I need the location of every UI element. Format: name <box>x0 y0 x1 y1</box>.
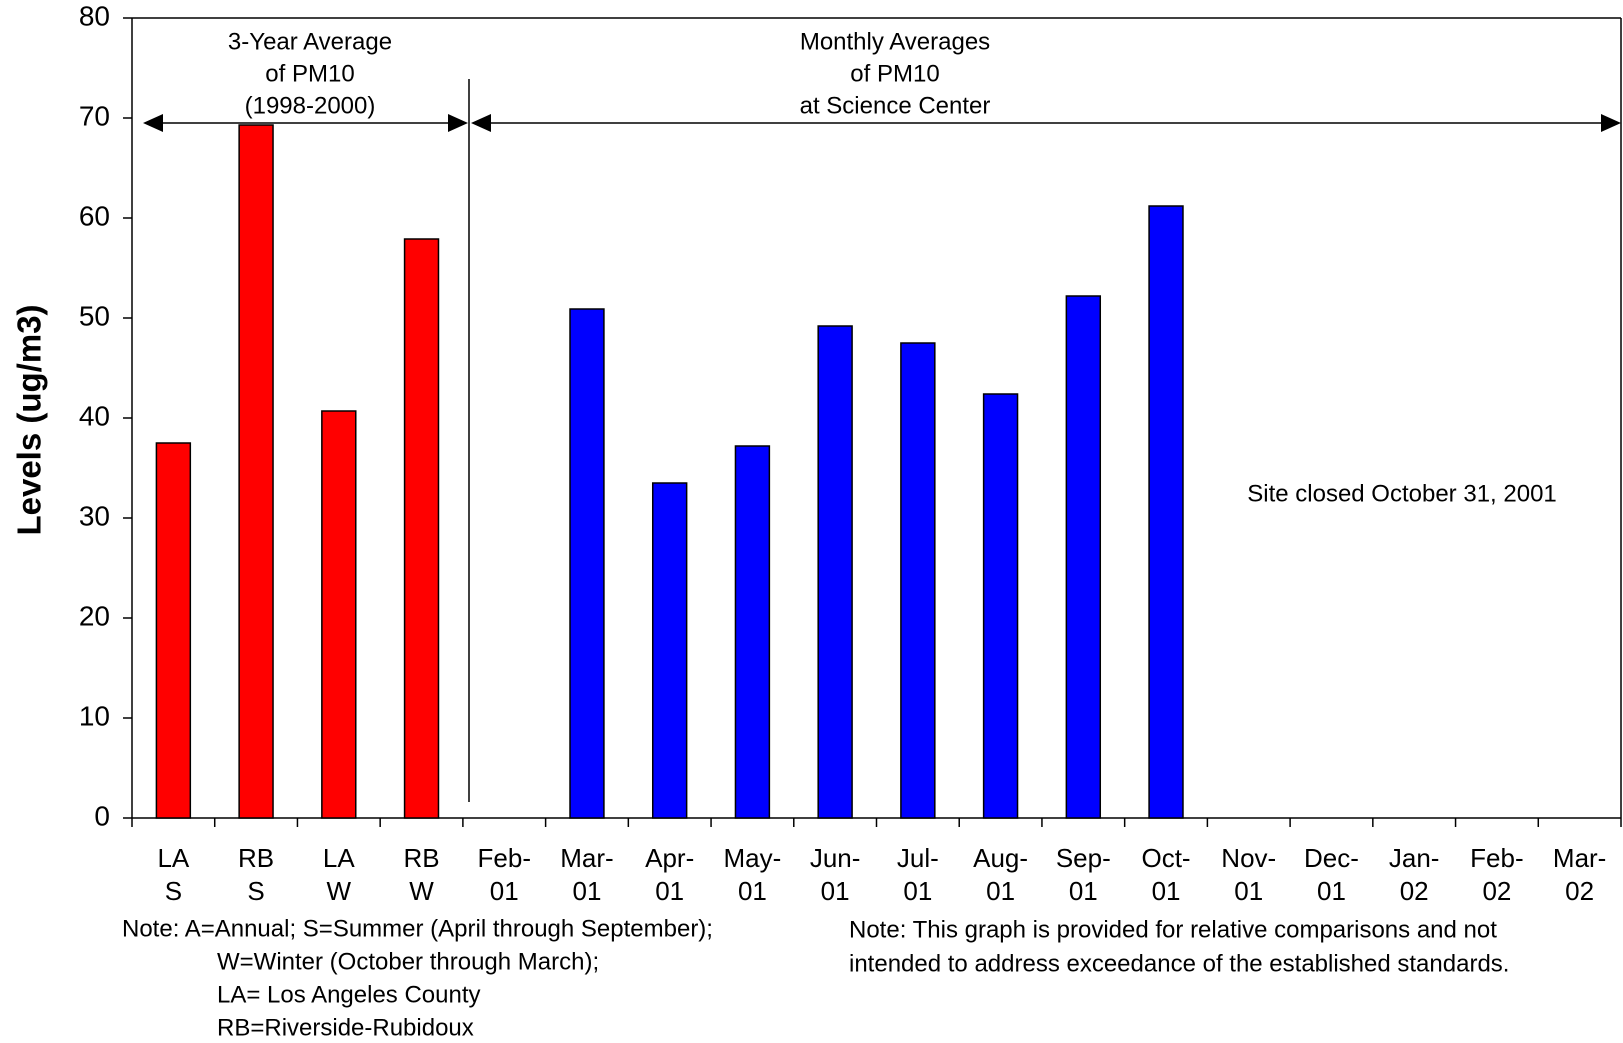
x-tick-label: 01 <box>903 876 932 906</box>
bar <box>238 124 274 819</box>
y-tick-label: 20 <box>79 600 110 631</box>
x-tick-label: 01 <box>986 876 1015 906</box>
note: LA= Los Angeles County <box>217 981 481 1008</box>
bar <box>1148 205 1184 819</box>
bar <box>321 410 357 819</box>
x-tick-label: 01 <box>1317 876 1346 906</box>
x-tick-label: 01 <box>1069 876 1098 906</box>
bar <box>734 445 771 819</box>
x-tick-label: Mar- <box>1553 843 1606 873</box>
x-tick-label: W <box>409 876 434 906</box>
annotation: Site closed October 31, 2001 <box>1247 480 1557 507</box>
x-tick-label: 01 <box>655 876 684 906</box>
x-tick-label: LA <box>323 843 355 873</box>
y-tick-label: 70 <box>79 100 110 131</box>
x-tick-label: RB <box>403 843 439 873</box>
x-tick-label: May- <box>724 843 782 873</box>
x-tick-label: Apr- <box>645 843 694 873</box>
x-tick-label: Sep- <box>1056 843 1111 873</box>
x-tick-label: 02 <box>1565 876 1594 906</box>
x-tick-label: S <box>165 876 182 906</box>
x-tick-label: 02 <box>1482 876 1511 906</box>
x-tick-label: W <box>327 876 352 906</box>
arrowhead <box>1601 114 1621 132</box>
bar <box>403 238 440 819</box>
arrowhead <box>143 114 163 132</box>
x-tick-label: Jul- <box>897 843 939 873</box>
y-tick-label: 0 <box>94 800 110 831</box>
x-tick-label: Oct- <box>1141 843 1190 873</box>
y-tick-label: 50 <box>79 300 110 331</box>
x-tick-label: Jan- <box>1389 843 1440 873</box>
x-tick-label: Mar- <box>560 843 613 873</box>
x-tick-label: Aug- <box>973 843 1028 873</box>
arrowhead <box>448 114 468 132</box>
bar <box>651 482 688 819</box>
x-tick-label: RB <box>238 843 274 873</box>
y-tick-label: 10 <box>79 700 110 731</box>
arrowhead <box>471 114 491 132</box>
bar <box>569 308 605 819</box>
bar <box>900 342 936 819</box>
x-tick-label: 01 <box>1234 876 1263 906</box>
x-tick-label: Dec- <box>1304 843 1359 873</box>
x-tick-label: 01 <box>738 876 767 906</box>
group-label: Monthly Averages <box>800 28 990 55</box>
x-tick-label: S <box>247 876 264 906</box>
note: W=Winter (October through March); <box>217 948 599 975</box>
group-label: 3-Year Average <box>228 28 392 55</box>
x-tick-label: 01 <box>490 876 519 906</box>
bar <box>1065 295 1102 819</box>
bar <box>155 442 192 819</box>
note: RB=Riverside-Rubidoux <box>217 1014 474 1041</box>
x-tick-label: 02 <box>1400 876 1429 906</box>
group-label: of PM10 <box>850 60 939 87</box>
x-tick-label: Feb- <box>478 843 531 873</box>
bar <box>982 393 1019 819</box>
y-axis-label: Levels (ug/m3) <box>11 304 48 535</box>
x-tick-label: Jun- <box>810 843 861 873</box>
x-tick-label: 01 <box>821 876 850 906</box>
y-tick-label: 30 <box>79 500 110 531</box>
x-tick-label: Feb- <box>1470 843 1523 873</box>
x-tick-label: Nov- <box>1221 843 1276 873</box>
x-tick-label: LA <box>157 843 189 873</box>
note: intended to address exceedance of the es… <box>849 950 1509 977</box>
note: Note: A=Annual; S=Summer (April through … <box>122 915 713 942</box>
x-tick-label: 01 <box>1152 876 1181 906</box>
note: Note: This graph is provided for relativ… <box>849 916 1497 943</box>
y-tick-label: 80 <box>79 0 110 31</box>
y-tick-label: 40 <box>79 400 110 431</box>
group-label: of PM10 <box>265 60 354 87</box>
x-tick-label: 01 <box>573 876 602 906</box>
group-label: at Science Center <box>800 92 991 119</box>
bar <box>817 325 853 819</box>
group-label: (1998-2000) <box>245 92 376 119</box>
y-tick-label: 60 <box>79 200 110 231</box>
